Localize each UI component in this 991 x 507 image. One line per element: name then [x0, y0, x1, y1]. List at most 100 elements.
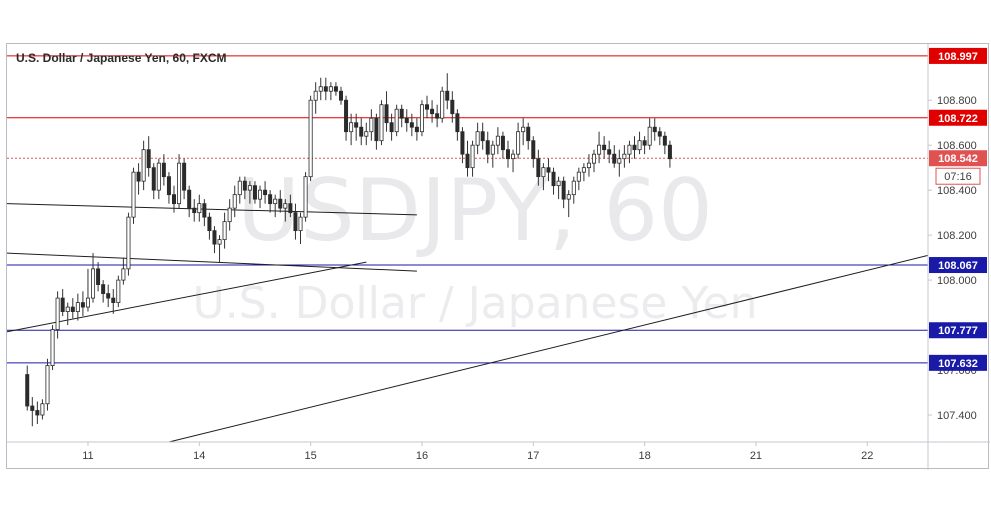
time-tick-label: 14	[193, 450, 205, 462]
candle-body	[379, 104, 384, 142]
candle-body	[247, 185, 252, 191]
time-tick-label: 15	[305, 450, 317, 462]
candle-body	[85, 297, 90, 308]
watermark-symbol: USDJPY, 60	[237, 161, 713, 261]
candle-body	[101, 284, 106, 294]
candle-body	[404, 117, 409, 124]
candle-body	[455, 113, 460, 133]
watermark: USDJPY, 60 U.S. Dollar / Japanese Yen	[193, 161, 758, 329]
candle-body	[505, 149, 510, 160]
candle-body	[571, 180, 576, 196]
candle-body	[526, 126, 531, 142]
candle-body	[389, 122, 394, 133]
candle-body	[657, 131, 662, 137]
candle-body	[328, 86, 333, 92]
candle-body	[425, 104, 430, 110]
candle-body	[156, 162, 161, 191]
level-price-tag: 107.632	[938, 358, 978, 370]
price-tick-label: 108.200	[937, 230, 977, 242]
candle-body	[45, 365, 50, 405]
candle-body	[146, 149, 151, 169]
candle-body	[318, 86, 323, 92]
candle-body	[136, 171, 141, 182]
candle-body	[460, 131, 465, 155]
candle-body	[581, 167, 586, 173]
candle-body	[349, 122, 354, 133]
candle-body	[187, 189, 192, 209]
last-price-tag: 108.542	[938, 153, 978, 165]
candle-body	[60, 297, 65, 312]
plot-area[interactable]	[7, 55, 929, 443]
candle-body	[192, 207, 197, 214]
candle-body	[344, 99, 349, 133]
candle-body	[35, 410, 40, 416]
countdown-tag: 07:16	[944, 171, 972, 183]
chart-frame: USDJPY, 60 U.S. Dollar / Japanese Yen 10…	[6, 43, 990, 470]
level-price-tag-bg	[929, 354, 987, 371]
candle-body	[197, 203, 202, 214]
candle-body	[106, 293, 111, 299]
time-tick-label: 17	[527, 450, 539, 462]
candle-body	[126, 216, 131, 270]
candlestick-chart[interactable]: USDJPY, 60 U.S. Dollar / Japanese Yen 10…	[7, 44, 990, 470]
candle-body	[551, 171, 556, 187]
candle-body	[667, 144, 672, 160]
price-tick-label: 108.400	[937, 185, 977, 197]
candle-body	[662, 135, 667, 146]
candle-body	[465, 153, 470, 169]
candle-body	[293, 212, 298, 232]
candle-body	[151, 167, 156, 191]
candle-body	[313, 90, 318, 101]
candle-body	[561, 180, 566, 200]
candle-body	[227, 207, 232, 223]
candle-body	[399, 108, 404, 119]
candle-body	[65, 306, 70, 312]
time-axis[interactable]: 11 14 15 16 17 18 21 22	[82, 442, 873, 462]
candle-body	[541, 167, 546, 178]
candle-body	[414, 126, 419, 133]
candle-body	[121, 268, 126, 281]
time-tick-label: 11	[82, 450, 93, 462]
candle-body	[516, 131, 521, 155]
time-tick-label: 22	[861, 450, 873, 462]
candle-body	[171, 194, 176, 205]
candle-body	[374, 117, 379, 142]
candle-body	[586, 162, 591, 169]
candle-body	[212, 230, 217, 245]
watermark-name: U.S. Dollar / Japanese Yen	[193, 278, 758, 329]
time-tick-label: 21	[750, 450, 762, 462]
candle-body	[263, 189, 268, 196]
candle-body	[40, 403, 45, 416]
candle-body	[495, 135, 500, 146]
candle-body	[131, 171, 136, 218]
candle-body	[338, 90, 343, 101]
candle-body	[273, 198, 278, 205]
candle-body	[288, 203, 293, 214]
candle-body	[166, 176, 171, 196]
price-tags: 108.997 108.722 108.067 107.777 107.632 108.5…	[929, 47, 987, 371]
price-tick-label: 108.600	[937, 140, 977, 152]
candle-body	[202, 203, 207, 218]
candle-body	[242, 180, 247, 191]
trendline	[168, 254, 929, 443]
candle-body	[298, 216, 303, 232]
candle-body	[642, 140, 647, 146]
candle-body	[25, 374, 30, 407]
candle-body	[602, 144, 607, 151]
candle-body	[141, 149, 146, 182]
candle-body	[637, 140, 642, 151]
candle-body	[592, 153, 597, 164]
price-axis[interactable]: 107.400107.600108.000108.200108.400108.6…	[928, 95, 977, 422]
candle-body	[511, 153, 516, 160]
candle-body	[485, 140, 490, 155]
candle-body	[521, 126, 526, 133]
candle-body	[627, 144, 632, 155]
candle-body	[80, 302, 85, 308]
candle-body	[258, 189, 263, 200]
candle-body	[308, 99, 313, 178]
candle-body	[419, 104, 424, 133]
candle-body	[617, 158, 622, 164]
price-tick-label: 108.000	[937, 275, 977, 287]
candle-body	[576, 171, 581, 182]
candle-body	[450, 99, 455, 115]
